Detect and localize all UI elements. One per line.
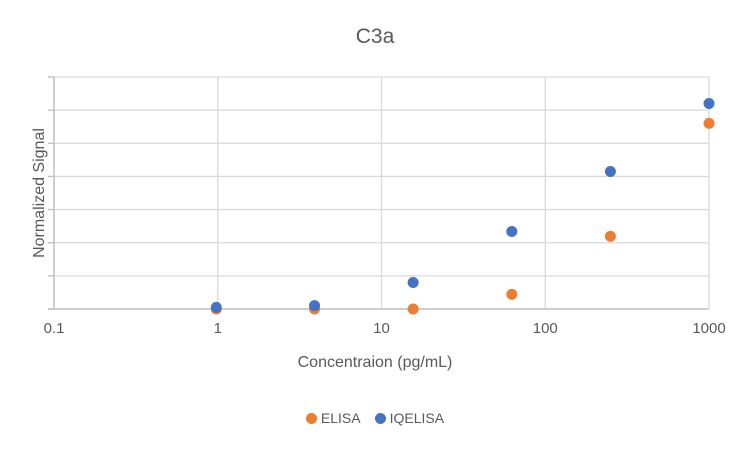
x-tick-label: 1 xyxy=(213,320,222,337)
data-point-elisa[interactable] xyxy=(604,230,616,242)
data-point-iqelisa[interactable] xyxy=(309,300,321,312)
legend-item-elisa[interactable]: ELISA xyxy=(305,410,361,426)
legend-label: IQELISA xyxy=(389,410,445,426)
x-tick-label: 10 xyxy=(373,320,390,337)
x-tick-label: 1000 xyxy=(692,320,726,337)
y-axis-label: Normalized Signal xyxy=(31,128,48,258)
data-point-iqelisa[interactable] xyxy=(210,301,222,313)
data-point-elisa[interactable] xyxy=(407,303,419,315)
data-point-elisa[interactable] xyxy=(703,117,715,129)
iqelisa-marker-icon xyxy=(374,412,386,424)
legend-label: ELISA xyxy=(320,410,361,426)
legend: ELISA IQELISA xyxy=(0,410,750,426)
x-tick-label: 100 xyxy=(532,320,558,337)
data-point-iqelisa[interactable] xyxy=(407,276,419,288)
data-point-iqelisa[interactable] xyxy=(604,165,616,177)
x-axis-label: Concentraion (pg/mL) xyxy=(297,354,453,371)
x-tick-label: 0.1 xyxy=(43,320,65,337)
elisa-marker-icon xyxy=(305,412,317,424)
data-point-elisa[interactable] xyxy=(506,288,518,300)
chart-title: C3a xyxy=(355,25,395,48)
data-point-iqelisa[interactable] xyxy=(703,98,715,110)
legend-item-iqelisa[interactable]: IQELISA xyxy=(374,410,445,426)
data-point-iqelisa[interactable] xyxy=(506,225,518,237)
